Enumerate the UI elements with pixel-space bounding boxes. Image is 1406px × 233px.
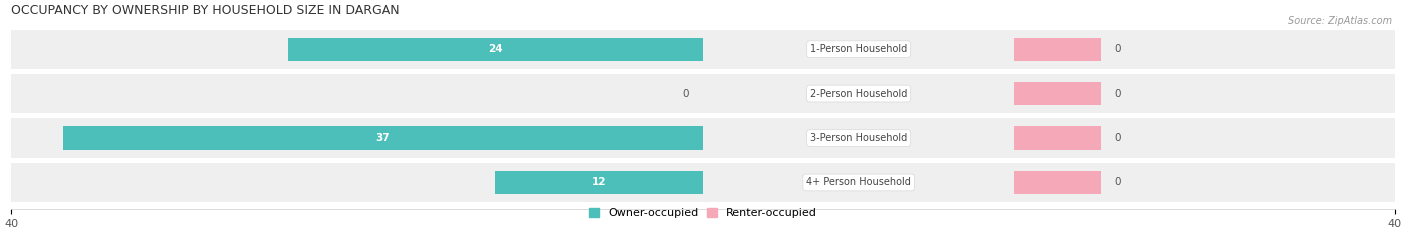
Text: 2-Person Household: 2-Person Household [810, 89, 907, 99]
Text: 0: 0 [1115, 178, 1121, 188]
Text: 1-Person Household: 1-Person Household [810, 44, 907, 54]
Bar [288, 38, 703, 61]
Text: 0: 0 [1115, 44, 1121, 54]
Text: 24: 24 [488, 44, 503, 54]
Bar [1014, 127, 1101, 150]
Text: 12: 12 [592, 178, 606, 188]
Legend: Owner-occupied, Renter-occupied: Owner-occupied, Renter-occupied [589, 208, 817, 219]
Bar [1014, 82, 1101, 105]
Bar [11, 163, 1395, 202]
Text: Source: ZipAtlas.com: Source: ZipAtlas.com [1288, 16, 1392, 26]
Text: 0: 0 [1115, 133, 1121, 143]
Bar [1014, 171, 1101, 194]
Bar [1014, 38, 1101, 61]
Bar [11, 118, 1395, 158]
Text: 4+ Person Household: 4+ Person Household [806, 178, 911, 188]
Text: OCCUPANCY BY OWNERSHIP BY HOUSEHOLD SIZE IN DARGAN: OCCUPANCY BY OWNERSHIP BY HOUSEHOLD SIZE… [11, 4, 399, 17]
Bar [11, 74, 1395, 113]
Bar [495, 171, 703, 194]
Bar [11, 30, 1395, 69]
Text: 0: 0 [1115, 89, 1121, 99]
Bar [63, 127, 703, 150]
Text: 37: 37 [375, 133, 391, 143]
Text: 3-Person Household: 3-Person Household [810, 133, 907, 143]
Text: 0: 0 [683, 89, 689, 99]
